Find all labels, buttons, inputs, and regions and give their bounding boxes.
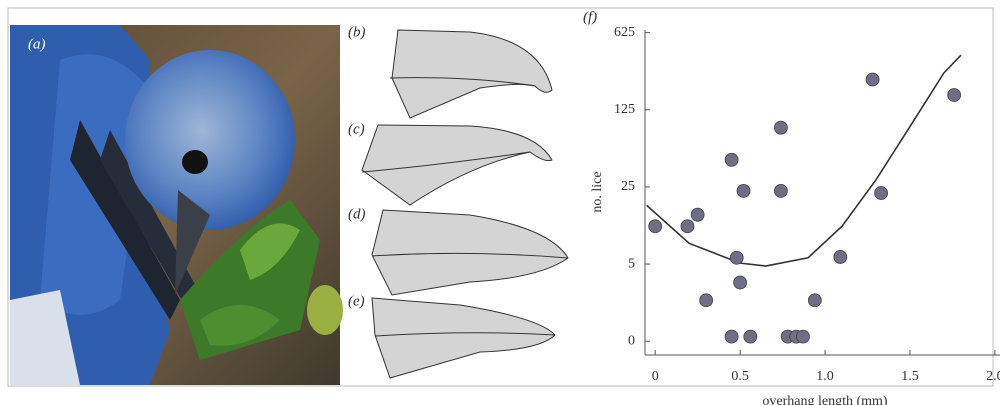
y-tick-label: 0 (628, 333, 635, 348)
data-point (734, 276, 747, 289)
y-tick-label: 25 (621, 179, 635, 194)
panel-label: (f) (583, 9, 597, 25)
panel-label: (e) (348, 293, 365, 309)
data-point (649, 220, 662, 233)
data-point (681, 220, 694, 233)
panel-label: (d) (348, 206, 366, 222)
bird-photo (10, 25, 343, 385)
data-point (774, 121, 787, 134)
beak-outlines (362, 30, 568, 378)
x-tick-label: 1.0 (816, 369, 834, 384)
data-point (866, 73, 879, 86)
y-tick-label: 625 (614, 25, 635, 40)
data-point (691, 208, 704, 221)
y-tick-label: 125 (614, 102, 635, 117)
data-point (774, 184, 787, 197)
data-point (725, 153, 738, 166)
x-axis-label: overhang length (mm) (762, 394, 888, 405)
figure: (a) (b) (c) (d) (e) (f) no. lice overhan… (0, 0, 1000, 405)
data-point (948, 89, 961, 102)
x-tick-label: 1.5 (901, 369, 919, 384)
x-tick-label: 2.0 (986, 369, 1000, 384)
y-tick-label: 5 (628, 256, 635, 271)
fit-curve (647, 55, 961, 266)
x-tick-label: 0.5 (731, 369, 749, 384)
panel-label: (a) (28, 36, 46, 52)
data-point (725, 330, 738, 343)
data-point (737, 184, 750, 197)
x-tick-label: 0 (652, 369, 659, 384)
data-point (808, 294, 821, 307)
data-point (834, 250, 847, 263)
y-axis-label: no. lice (590, 171, 605, 212)
data-point (796, 330, 809, 343)
panel-label: (c) (348, 121, 365, 137)
data-point (730, 251, 743, 264)
data-point (700, 294, 713, 307)
data-point (744, 330, 757, 343)
panel-label: (b) (348, 24, 366, 40)
data-point (875, 187, 888, 200)
